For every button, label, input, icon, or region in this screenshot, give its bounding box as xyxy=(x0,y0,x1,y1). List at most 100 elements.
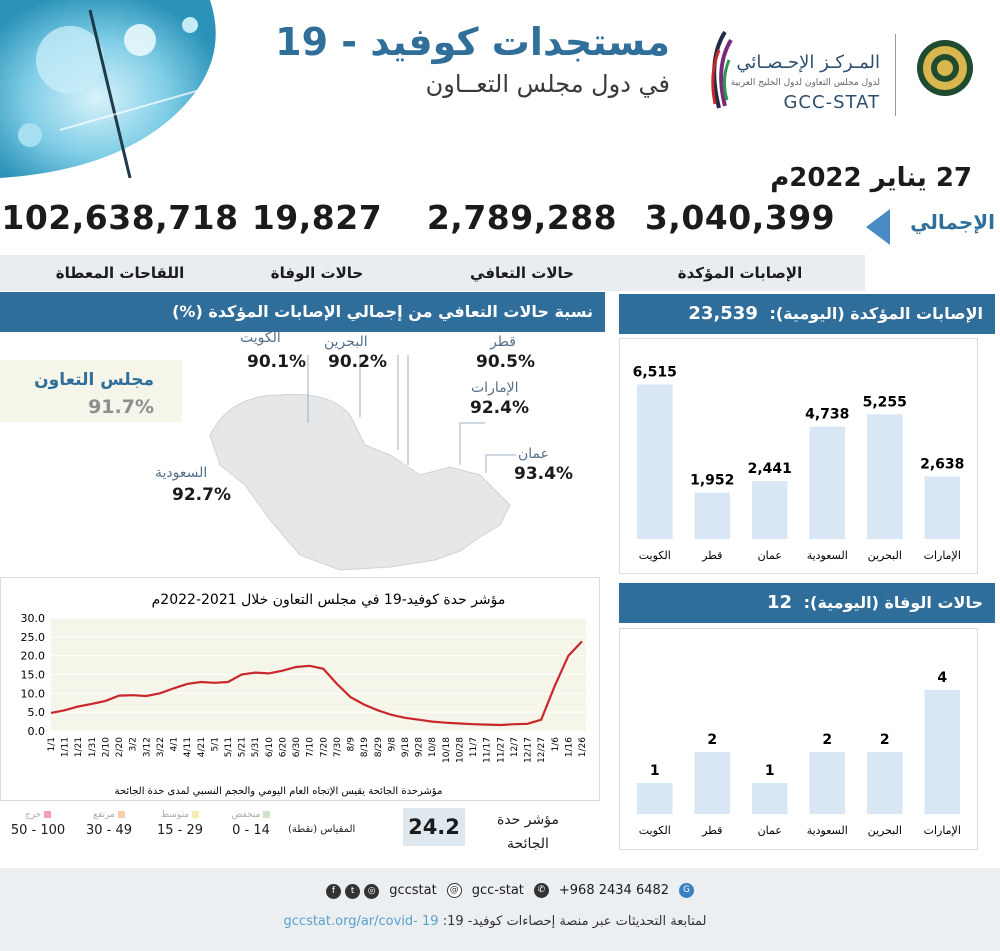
confirmed-bar xyxy=(809,426,846,539)
confirmed-data-label: 4,738 xyxy=(805,407,849,423)
deaths-data-label: 1 xyxy=(765,763,775,779)
oman-name: عمان xyxy=(518,446,549,462)
deaths-data-label: 2 xyxy=(707,732,717,748)
social-icons: f t ◎ xyxy=(325,882,380,899)
instagram-icon[interactable]: ◎ xyxy=(364,883,380,899)
severity-x-tick: 10/18 xyxy=(442,737,452,763)
follow-text: لمتابعة التحديثات عبر منصة إحصاءات كوفيد… xyxy=(442,914,707,929)
severity-x-tick: 11/7 xyxy=(469,737,479,757)
scale-critical-range: 50 - 100 xyxy=(10,823,66,838)
totals-label: الإجمالي xyxy=(910,210,995,234)
total-vaccines-value: 102,638,718 xyxy=(1,198,239,237)
severity-x-tick: 4/21 xyxy=(197,737,207,757)
severity-x-tick: 6/10 xyxy=(265,737,275,757)
confirmed-data-label: 2,441 xyxy=(748,461,792,477)
deaths-bar xyxy=(636,783,673,814)
handle[interactable]: gcc-stat xyxy=(471,882,524,898)
severity-y-tick: 20.0 xyxy=(21,650,46,663)
page-title: مستجدات كوفيد - 19 xyxy=(275,20,670,64)
confirmed-bar xyxy=(924,476,961,539)
at-icon: @ xyxy=(446,882,462,898)
severity-x-tick: 1/31 xyxy=(88,737,98,757)
gcc-recovery-box: مجلس التعاون 91.7% xyxy=(0,360,182,422)
scale-medium-swatch xyxy=(192,811,200,818)
total-confirmed-label: الإصابات المؤكدة xyxy=(615,255,865,291)
recovery-title: نسبة حالات التعافي من إجمالي الإصابات ال… xyxy=(0,292,605,332)
severity-y-tick: 0.0 xyxy=(28,725,46,738)
gcc-emblem-icon xyxy=(917,40,973,96)
confirmed-bar xyxy=(866,414,903,539)
deaths-bar xyxy=(924,690,961,814)
severity-x-tick: 6/20 xyxy=(278,737,288,757)
severity-x-tick: 11/17 xyxy=(483,737,493,763)
total-deaths-value: 19,827 xyxy=(251,198,383,237)
deaths-category-label: البحرين xyxy=(868,824,902,837)
report-date: 27 يناير 2022م xyxy=(770,163,972,193)
scale-low: منخفض 0 - 14 xyxy=(218,810,284,838)
severity-x-tick: 7/20 xyxy=(319,737,329,757)
scale-medium-range: 15 - 29 xyxy=(156,823,204,838)
deaths-data-label: 4 xyxy=(937,670,947,686)
total-recovered-value: 2,789,288 xyxy=(426,198,618,237)
kuwait-recovery-pct: 90.1% xyxy=(247,352,306,372)
severity-x-tick: 9/8 xyxy=(387,737,397,752)
severity-x-tick: 7/10 xyxy=(306,737,316,757)
scale-high: مرتفع 30 - 49 xyxy=(76,810,142,838)
scale-low-name: منخفض xyxy=(231,810,261,820)
severity-x-tick: 4/11 xyxy=(183,737,193,757)
saudi-recovery-pct: 92.7% xyxy=(172,485,231,505)
scale-low-swatch xyxy=(263,811,271,818)
severity-y-tick: 15.0 xyxy=(21,669,46,682)
severity-x-tick: 6/30 xyxy=(292,737,302,757)
severity-x-tick: 8/19 xyxy=(360,737,370,757)
severity-y-tick: 30.0 xyxy=(21,612,46,625)
severity-x-tick: 9/28 xyxy=(415,737,425,757)
bahrain-name: البحرين xyxy=(324,334,368,350)
gcc-pct: 91.7% xyxy=(88,396,154,418)
severity-x-tick: 10/8 xyxy=(428,737,438,757)
deaths-data-label: 1 xyxy=(650,763,660,779)
virus-illustration xyxy=(0,0,245,178)
confirmed-category-label: البحرين xyxy=(868,549,902,562)
deaths-bar xyxy=(694,752,731,814)
severity-y-tick: 5.0 xyxy=(28,706,46,719)
gcc-name: مجلس التعاون xyxy=(34,370,154,390)
social-handle[interactable]: gccstat xyxy=(389,882,437,898)
uae-name: الإمارات xyxy=(471,380,519,396)
total-vaccines-label: اللقاحات المعطاة xyxy=(0,255,240,291)
phone-number[interactable]: +968 2434 6482 xyxy=(558,882,670,898)
daily-deaths-title: حالات الوفاة (اليومية): 12 xyxy=(619,583,995,623)
deaths-category-label: عمان xyxy=(758,824,782,837)
facebook-icon[interactable]: f xyxy=(325,883,341,899)
gccstat-logo-icon: G xyxy=(679,882,695,898)
confirmed-category-label: السعودية xyxy=(807,549,848,562)
deaths-bar xyxy=(866,752,903,814)
daily-confirmed-panel: 6,515 الكويت 1,952 قطر 2,441 عمان 4,738 السعودي… xyxy=(619,338,978,574)
confirmed-category-label: الكويت xyxy=(639,549,671,562)
kuwait-name: الكويت xyxy=(240,330,281,346)
deaths-category-label: الإمارات xyxy=(924,824,961,837)
severity-x-tick: 3/2 xyxy=(129,737,139,751)
confirmed-bar xyxy=(636,384,673,539)
severity-x-tick: 8/29 xyxy=(374,737,384,757)
severity-x-tick: 1/26 xyxy=(578,737,588,757)
covid-platform-link[interactable]: gccstat.org/ar/covid- 19 xyxy=(283,914,439,929)
deaths-data-label: 2 xyxy=(880,732,890,748)
contact-row: f t ◎ gccstat @ gcc-stat ✆ +968 2434 648… xyxy=(300,882,720,899)
daily-deaths-total: 12 xyxy=(767,592,793,613)
severity-x-tick: 2/20 xyxy=(115,737,125,757)
severity-x-tick: 3/22 xyxy=(156,737,166,757)
scale-critical-swatch xyxy=(44,811,52,818)
scale-high-name: مرتفع xyxy=(93,810,115,820)
follow-line: لمتابعة التحديثات عبر منصة إحصاءات كوفيد… xyxy=(250,914,740,929)
confirmed-category-label: الإمارات xyxy=(924,549,961,562)
confirmed-data-label: 1,952 xyxy=(690,473,734,489)
confirmed-category-label: عمان xyxy=(758,549,782,562)
severity-x-tick: 12/17 xyxy=(524,737,534,763)
confirmed-data-label: 6,515 xyxy=(633,365,677,381)
severity-x-tick: 1/1 xyxy=(47,737,57,751)
severity-x-tick: 1/6 xyxy=(551,737,561,752)
severity-x-tick: 4/1 xyxy=(170,737,180,751)
org-name-arabic: المـركـز الإحـصـائي xyxy=(736,52,880,73)
twitter-icon[interactable]: t xyxy=(345,883,361,899)
